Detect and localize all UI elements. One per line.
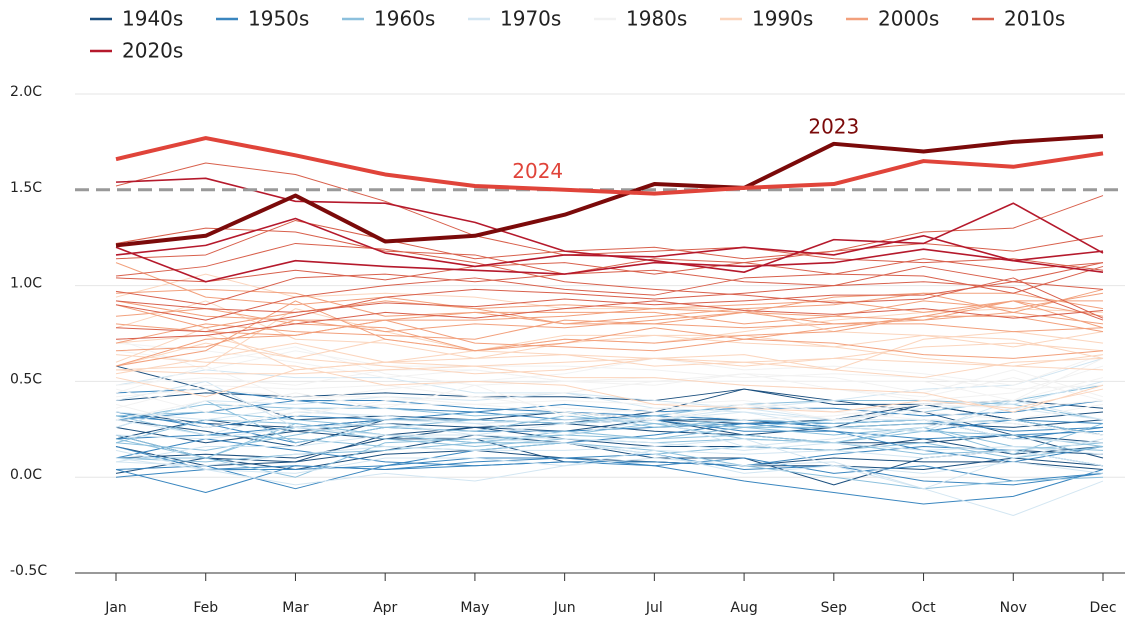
legend-label: 1970s [500,7,561,31]
year-line [115,227,1104,275]
year-line [115,281,1104,313]
year-line [115,273,1104,348]
legend-label: 1960s [374,7,435,31]
highlight-label: 2024 [512,159,563,183]
year-line [115,319,1104,367]
year-line [115,400,1104,440]
legend-label: 2020s [122,39,183,63]
x-tick-label: Sep [821,600,848,616]
year-line [115,308,1104,371]
year-line [115,300,1104,359]
y-tick-label: 2.0C [10,84,42,100]
year-line [115,453,1104,494]
year-line [115,388,1104,413]
y-tick-label: 1.5C [10,180,42,196]
year-line [115,262,1104,306]
legend-label: 1950s [248,7,309,31]
year-line [115,449,1104,474]
x-tick-label: Jul [645,600,663,616]
year-line [115,369,1104,402]
year-line [115,292,1104,344]
y-tick-label: -0.5C [10,563,47,579]
x-tick-label: Apr [373,600,397,616]
year-line [115,162,1104,271]
year-line [115,357,1104,421]
year-line [115,300,1104,340]
legend-label: 1980s [626,7,687,31]
year-line [115,338,1104,390]
year-line [115,461,1104,505]
legend-label: 1940s [122,7,183,31]
x-tick-label: Dec [1089,600,1116,616]
year-line [115,242,1104,319]
year-line [115,400,1104,432]
year-line [115,342,1104,379]
x-tick-label: Nov [1000,600,1027,616]
year-line [115,354,1104,413]
year-line [115,384,1104,436]
x-tick-label: Aug [730,600,757,616]
highlight-line [115,134,1104,248]
year-line [115,265,1104,321]
year-line [115,369,1104,444]
x-tick-label: May [460,600,489,616]
year-line [115,219,1104,260]
x-tick-label: Jan [104,600,127,616]
year-line [115,415,1104,490]
highlight-label: 2023 [808,114,859,138]
year-line [115,300,1104,367]
year-line [115,419,1104,455]
y-tick-label: 0.0C [10,467,42,483]
year-line [115,438,1104,490]
year-line [115,442,1104,463]
year-line [115,246,1104,283]
year-line [115,380,1104,455]
year-line [115,392,1104,432]
x-tick-label: Oct [911,600,936,616]
year-line [115,357,1104,436]
year-line [115,403,1104,428]
year-line [115,288,1104,325]
year-line [115,377,1104,409]
year-line [115,346,1104,402]
x-tick-label: Jun [553,600,576,616]
year-line [115,407,1104,448]
legend-label: 2000s [878,7,939,31]
year-line [115,434,1104,471]
x-tick-label: Feb [193,600,218,616]
y-tick-label: 0.5C [10,371,42,387]
year-line [115,380,1104,463]
year-line [115,354,1104,402]
legend-label: 2010s [1004,7,1065,31]
highlight-line [115,136,1104,196]
year-line [115,426,1104,517]
year-line [115,217,1104,268]
year-line [115,300,1104,352]
year-line [115,388,1104,432]
year-line [115,426,1104,459]
year-line [115,281,1104,333]
y-tick-label: 1.0C [10,276,42,292]
year-line [115,342,1104,398]
year-line [115,327,1104,371]
legend-label: 1990s [752,7,813,31]
x-tick-label: Mar [282,600,309,616]
year-line [115,262,1104,333]
year-line [115,365,1104,413]
